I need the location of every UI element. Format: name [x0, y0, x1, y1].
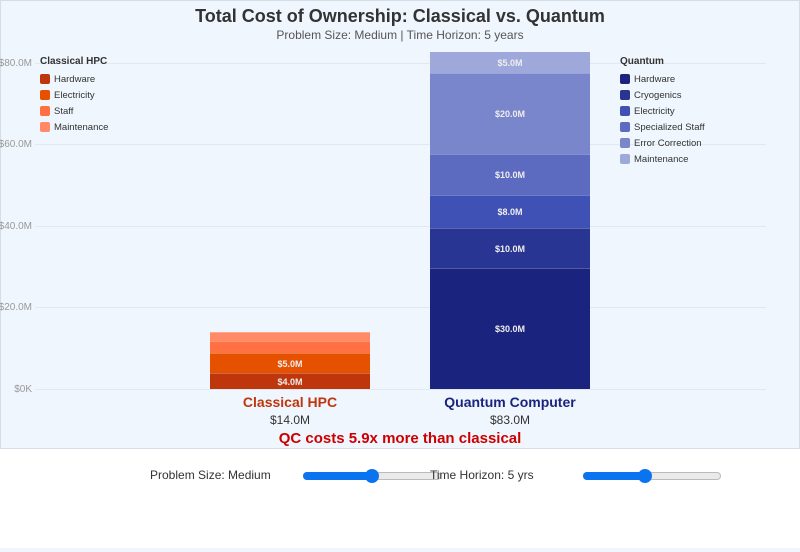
legend-classical-title: Classical HPC	[40, 56, 108, 67]
swatch-icon	[620, 138, 630, 148]
segment-quantum-cryogenics[interactable]: $10.0M	[430, 228, 590, 268]
segment-quantum-staff[interactable]: $10.0M	[430, 154, 590, 195]
legend-item-quantum-electricity: Electricity	[620, 103, 705, 119]
y-tick-60: $60.0M	[0, 139, 32, 150]
swatch-icon	[620, 122, 630, 132]
swatch-icon	[40, 106, 50, 116]
legend-item-classical-staff: Staff	[40, 103, 108, 119]
chart-title: Total Cost of Ownership: Classical vs. Q…	[195, 6, 605, 26]
problem-size-slider[interactable]	[303, 469, 441, 483]
legend-item-quantum-error-correction: Error Correction	[620, 135, 705, 151]
cost-ratio-annotation: QC costs 5.9x more than classical	[278, 430, 522, 447]
gridline-80	[35, 63, 766, 64]
segment-classical-hardware[interactable]: $4.0M	[210, 373, 370, 389]
chart-subtitle: Problem Size: Medium | Time Horizon: 5 y…	[276, 28, 524, 42]
gridline-0	[35, 389, 766, 390]
gridline-20	[35, 307, 766, 308]
legend-item-classical-hardware: Hardware	[40, 71, 108, 87]
segment-classical-electricity[interactable]: $5.0M	[210, 353, 370, 373]
legend-item-classical-maintenance: Maintenance	[40, 119, 108, 135]
slider-fill	[583, 472, 647, 480]
slider-thumb[interactable]	[365, 469, 379, 483]
segment-quantum-maintenance[interactable]: $5.0M	[430, 52, 590, 73]
slider-fill	[303, 472, 375, 480]
segment-quantum-error-correction[interactable]: $20.0M	[430, 73, 590, 154]
chart-panel	[0, 0, 800, 449]
bar-total-classical: $14.0M	[269, 413, 311, 427]
gridline-60	[35, 144, 766, 145]
segment-classical-staff[interactable]	[210, 341, 370, 353]
slider-thumb[interactable]	[638, 469, 652, 483]
swatch-icon	[40, 74, 50, 84]
segment-quantum-electricity[interactable]: $8.0M	[430, 195, 590, 228]
legend-item-quantum-maintenance: Maintenance	[620, 151, 705, 167]
y-tick-40: $40.0M	[0, 221, 32, 232]
bar-label-quantum: Quantum Computer	[444, 394, 576, 410]
y-tick-0: $0K	[14, 384, 32, 395]
legend-item-classical-electricity: Electricity	[40, 87, 108, 103]
y-tick-20: $20.0M	[0, 302, 32, 313]
gridline-40	[35, 226, 766, 227]
legend-item-quantum-hardware: Hardware	[620, 71, 705, 87]
time-horizon-label: Time Horizon: 5 yrs	[430, 468, 534, 482]
legend-quantum-title: Quantum	[620, 56, 664, 67]
bar-classical[interactable]: $5.0M $4.0M	[210, 332, 370, 389]
time-horizon-slider[interactable]	[583, 469, 721, 483]
swatch-icon	[40, 90, 50, 100]
legend-classical: Classical HPC Hardware Electricity Staff…	[40, 56, 108, 135]
bar-quantum[interactable]: $5.0M $20.0M $10.0M $8.0M $10.0M $30.0M	[430, 52, 590, 389]
swatch-icon	[620, 74, 630, 84]
legend-item-quantum-cryogenics: Cryogenics	[620, 87, 705, 103]
bar-total-quantum: $83.0M	[489, 413, 531, 427]
swatch-icon	[40, 122, 50, 132]
swatch-icon	[620, 106, 630, 116]
legend-quantum: Quantum Hardware Cryogenics Electricity …	[620, 56, 705, 167]
segment-classical-maintenance[interactable]	[210, 332, 370, 341]
problem-size-label: Problem Size: Medium	[150, 468, 271, 482]
swatch-icon	[620, 154, 630, 164]
swatch-icon	[620, 90, 630, 100]
segment-quantum-hardware[interactable]: $30.0M	[430, 268, 590, 389]
bottom-strip	[0, 548, 800, 552]
bar-label-classical: Classical HPC	[242, 394, 338, 410]
y-tick-80: $80.0M	[0, 58, 32, 69]
legend-item-quantum-staff: Specialized Staff	[620, 119, 705, 135]
